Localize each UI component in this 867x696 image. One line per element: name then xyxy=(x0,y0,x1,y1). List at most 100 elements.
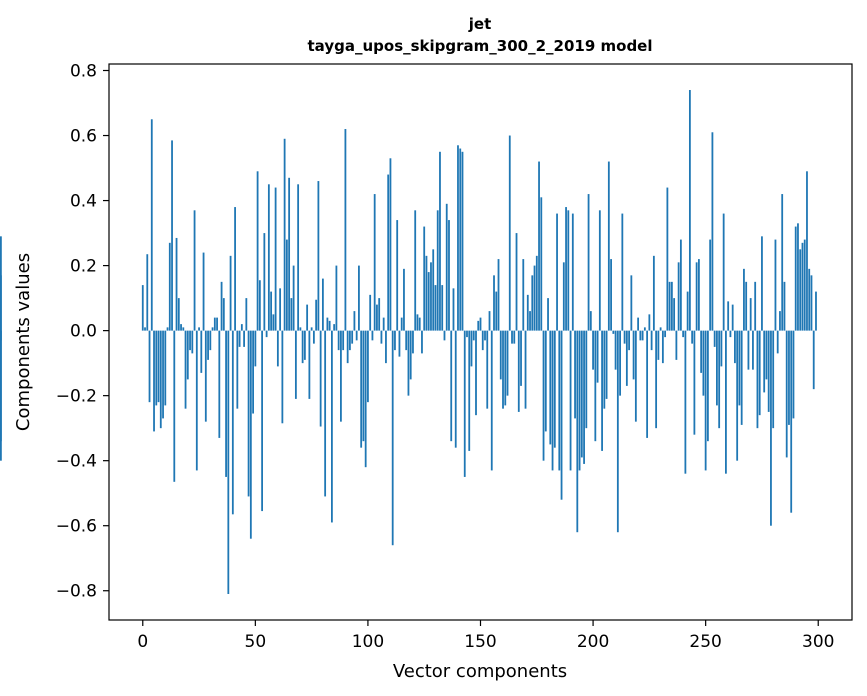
bar-component-115 xyxy=(400,317,403,331)
bar-component-90 xyxy=(344,129,347,331)
bar-component-169 xyxy=(522,259,525,331)
bar-component-189 xyxy=(567,210,570,331)
bar-component-248 xyxy=(700,330,703,373)
bar-component-203 xyxy=(598,210,601,331)
bar-component-180 xyxy=(547,298,549,331)
plot-frame xyxy=(108,63,853,621)
bar-component-108 xyxy=(385,330,387,364)
bar-component-83 xyxy=(328,320,331,331)
bar-component-198 xyxy=(587,194,590,331)
bar-component-3 xyxy=(148,330,151,403)
bar-component-undefined xyxy=(0,236,2,331)
bar-component-240 xyxy=(682,330,685,338)
bar-component-222 xyxy=(641,330,644,341)
bar-component-154 xyxy=(488,311,491,331)
x-tick-label: 0 xyxy=(137,632,148,652)
bar-component-278 xyxy=(767,330,770,412)
bar-component-19 xyxy=(184,330,187,409)
bar-component-80 xyxy=(321,278,324,331)
bar-component-125 xyxy=(423,226,426,331)
bar-component-129 xyxy=(432,249,435,331)
bar-component-120 xyxy=(412,330,414,354)
bar-component-151 xyxy=(481,330,484,351)
bar-component-214 xyxy=(623,330,626,344)
bar-component-249 xyxy=(702,330,705,396)
bar-component-233 xyxy=(666,187,669,331)
bar-component-42 xyxy=(236,330,239,409)
bar-component-17 xyxy=(180,324,182,331)
bar-component-109 xyxy=(387,174,390,331)
bar-component-114 xyxy=(398,330,401,357)
bar-component-86 xyxy=(335,265,338,331)
bar-component-45 xyxy=(243,330,245,347)
bar-component-94 xyxy=(353,311,356,331)
bar-component-297 xyxy=(810,275,813,331)
x-tick-label: 250 xyxy=(689,632,721,652)
bar-component-89 xyxy=(342,330,345,351)
bar-component-52 xyxy=(258,280,261,331)
bar-component-295 xyxy=(806,171,808,331)
bar-component-280 xyxy=(772,330,775,429)
bar-component-202 xyxy=(596,330,599,383)
bar-component-81 xyxy=(324,330,327,497)
bar-component-175 xyxy=(535,255,538,331)
bar-component-193 xyxy=(576,330,579,533)
bar-component-51 xyxy=(256,171,259,331)
bar-component-25 xyxy=(198,327,200,331)
bar-component-117 xyxy=(405,330,408,351)
bar-component-88 xyxy=(340,330,342,422)
bar-component-274 xyxy=(758,330,761,416)
bar-component-168 xyxy=(520,330,522,386)
bar-component-28 xyxy=(204,330,207,422)
bar-component-92 xyxy=(349,330,351,351)
bar-component-232 xyxy=(664,330,667,338)
bar-component-132 xyxy=(439,151,441,331)
bar-component-221 xyxy=(639,330,642,341)
bar-component-97 xyxy=(360,330,363,448)
bar-component-176 xyxy=(538,161,540,331)
bar-component-163 xyxy=(508,135,511,331)
bar-component-95 xyxy=(355,330,358,341)
bar-component-296 xyxy=(808,268,811,331)
bar-component-234 xyxy=(668,281,671,331)
bar-component-123 xyxy=(418,317,421,331)
bar-component-298 xyxy=(812,330,815,390)
bar-component-218 xyxy=(632,330,635,380)
bar-component-82 xyxy=(326,317,329,331)
bar-component-6 xyxy=(155,330,158,406)
bar-component-78 xyxy=(317,181,320,331)
bar-component-39 xyxy=(229,255,232,331)
bar-component-9 xyxy=(162,330,164,419)
bar-component-293 xyxy=(801,242,804,331)
bar-component-54 xyxy=(263,233,266,331)
bar-component-43 xyxy=(238,330,241,347)
bars-group xyxy=(0,90,817,594)
bar-component-197 xyxy=(585,330,588,429)
bar-component-258 xyxy=(722,213,725,331)
x-tick-label: 150 xyxy=(464,632,496,652)
bar-component-225 xyxy=(648,314,651,331)
bar-component-99 xyxy=(364,330,367,468)
bar-component-288 xyxy=(790,330,793,513)
bar-component-259 xyxy=(725,330,727,474)
bar-component-204 xyxy=(601,330,603,451)
bar-component-24 xyxy=(195,330,198,471)
bar-component-140 xyxy=(457,145,459,331)
bar-component-106 xyxy=(380,330,383,344)
bar-component-20 xyxy=(186,330,189,380)
bar-component-219 xyxy=(634,330,637,422)
bar-component-210 xyxy=(614,330,617,370)
bar-component-253 xyxy=(711,132,714,331)
bar-component-172 xyxy=(529,311,531,331)
bar-component-223 xyxy=(643,327,646,331)
bar-component-1 xyxy=(144,327,146,331)
y-ticks-group: −0.8 −0.6 −0.4 −0.2 0.0 0.2 0.4 0.6 0.8 xyxy=(56,62,109,602)
bar-component-162 xyxy=(506,330,509,396)
bar-component-292 xyxy=(799,249,802,331)
bar-component-178 xyxy=(542,330,545,461)
bar-component-246 xyxy=(695,262,698,331)
bar-component-247 xyxy=(698,259,700,331)
bar-component-182 xyxy=(551,330,554,471)
bar-component-134 xyxy=(443,330,446,341)
bar-component-93 xyxy=(351,330,354,344)
